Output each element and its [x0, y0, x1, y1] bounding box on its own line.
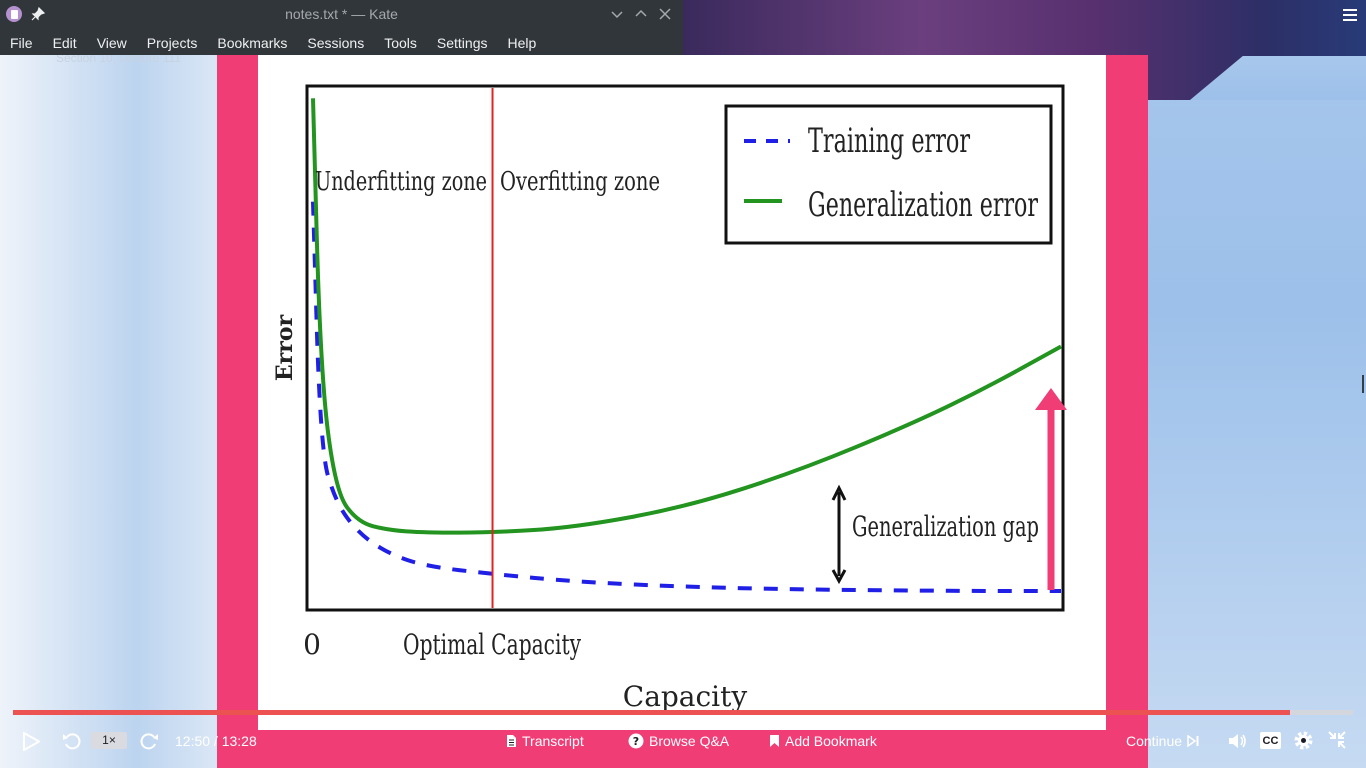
- transcript-label: Transcript: [522, 733, 584, 749]
- continue-button[interactable]: Continue: [1126, 733, 1199, 749]
- transcript-icon: [507, 735, 516, 747]
- kate-app-icon[interactable]: [6, 6, 22, 22]
- hamburger-menu-icon[interactable]: [1342, 8, 1358, 22]
- close-icon[interactable]: [657, 6, 673, 22]
- kate-titlebar: notes.txt * — Kate: [0, 0, 683, 29]
- question-icon: ?: [628, 733, 644, 749]
- window-title: notes.txt * — Kate: [285, 6, 398, 22]
- continue-label: Continue: [1126, 733, 1183, 749]
- maximize-icon[interactable]: [633, 6, 649, 22]
- skip-next-icon: [1187, 735, 1199, 747]
- minimize-icon[interactable]: [609, 6, 625, 22]
- legend-box: [724, 104, 1053, 245]
- menu-file[interactable]: File: [10, 35, 33, 51]
- playback-speed-button[interactable]: 1×: [91, 732, 127, 749]
- rewind-icon[interactable]: [62, 732, 82, 750]
- bookmark-icon: [770, 735, 779, 747]
- menu-tools[interactable]: Tools: [384, 35, 417, 51]
- menu-settings[interactable]: Settings: [436, 35, 488, 51]
- add-bookmark-label: Add Bookmark: [785, 733, 877, 749]
- menu-projects[interactable]: Projects: [146, 35, 198, 51]
- x-tick-optimal-capacity: Optimal Capacity: [403, 628, 581, 661]
- menu-help[interactable]: Help: [507, 35, 537, 51]
- video-progress-fill: [13, 710, 1291, 715]
- plot-frame: [305, 84, 1065, 612]
- chart-lines: [311, 98, 1062, 594]
- series-line-generalization-error: [311, 98, 1062, 535]
- svg-text:?: ?: [633, 735, 639, 748]
- captions-icon: CC: [1262, 734, 1279, 747]
- x-tick-zero: 0: [303, 628, 321, 661]
- legend-label-training: Training error: [808, 121, 970, 161]
- resize-cursor-icon: [1362, 375, 1364, 393]
- menu-bar: File Edit View Projects Bookmarks Sessio…: [0, 33, 546, 55]
- volume-icon[interactable]: [1227, 731, 1247, 751]
- x-axis-label: Capacity: [623, 680, 748, 713]
- underfitting-zone-label: Underfitting zone: [315, 167, 487, 197]
- legend-label-generalization: Generalization error: [808, 185, 1038, 225]
- video-progress-bar[interactable]: [13, 710, 1353, 715]
- generalization-gap-label: Generalization gap: [852, 510, 1039, 543]
- transcript-button[interactable]: Transcript: [506, 733, 584, 749]
- add-bookmark-button[interactable]: Add Bookmark: [769, 733, 877, 749]
- desktop-wallpaper: [1148, 0, 1366, 768]
- settings-gear-icon[interactable]: [1293, 730, 1314, 751]
- captions-button[interactable]: CC: [1260, 732, 1281, 749]
- browse-qa-label: Browse Q&A: [649, 733, 730, 749]
- gap-highlight-arrow-head: [1035, 388, 1067, 410]
- forward-icon[interactable]: [139, 732, 159, 750]
- exit-fullscreen-icon[interactable]: [1327, 730, 1347, 750]
- player-controls: 1× 12:50 / 13:28 Transcript ? Browse Q&A…: [0, 718, 1366, 768]
- overfitting-zone-label: Overfitting zone: [500, 167, 660, 197]
- pin-icon[interactable]: [30, 6, 46, 22]
- y-axis-label: Error: [272, 314, 298, 381]
- menu-sessions[interactable]: Sessions: [307, 35, 365, 51]
- browse-qa-button[interactable]: ? Browse Q&A: [628, 733, 729, 749]
- kate-window: notes.txt * — Kate File Edit View Projec…: [0, 0, 683, 55]
- series-line-training-error: [311, 201, 1061, 594]
- menu-edit[interactable]: Edit: [52, 35, 77, 51]
- play-icon[interactable]: [22, 732, 40, 751]
- time-display: 12:50 / 13:28: [175, 733, 257, 749]
- menu-view[interactable]: View: [96, 35, 127, 51]
- gap-double-arrow: [831, 484, 847, 585]
- menu-bookmarks[interactable]: Bookmarks: [217, 35, 288, 51]
